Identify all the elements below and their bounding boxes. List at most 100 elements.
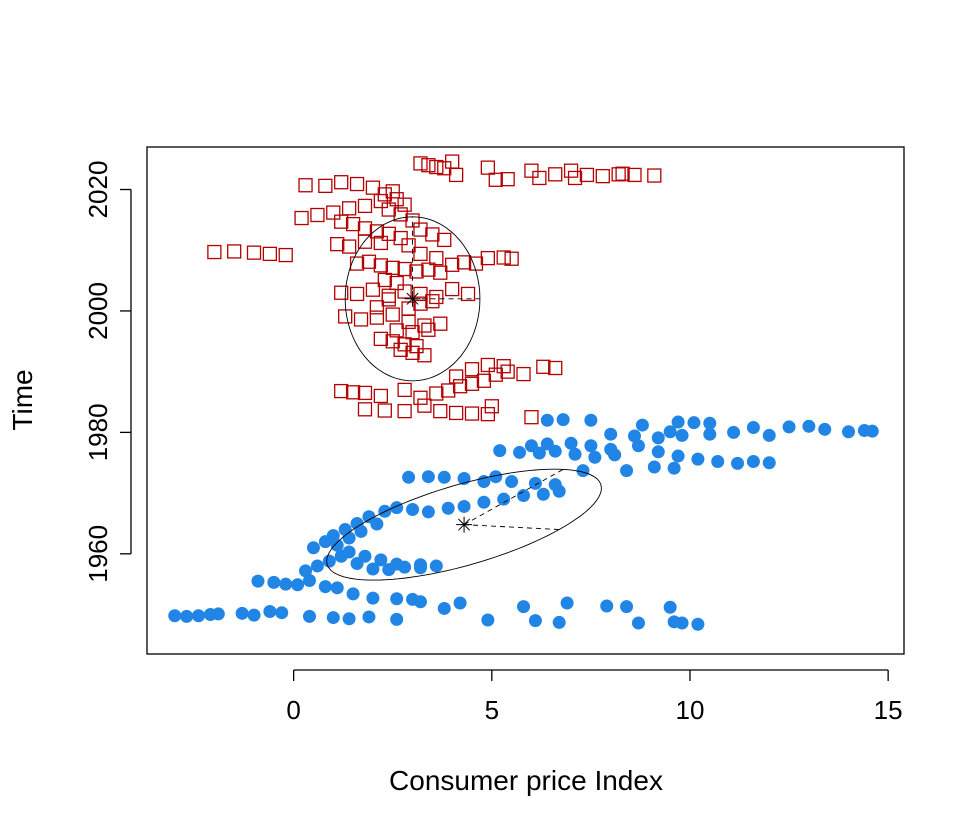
- data-point: [842, 425, 856, 439]
- data-point: [579, 167, 595, 183]
- data-point: [595, 168, 610, 184]
- x-axis: 0 5 10 15: [286, 669, 903, 725]
- data-point: [429, 159, 444, 175]
- data-point: [671, 415, 685, 429]
- data-point: [326, 529, 340, 543]
- data-point: [413, 222, 428, 237]
- data-point: [425, 294, 440, 309]
- x-tick-label: 15: [874, 695, 903, 725]
- data-point: [524, 410, 539, 425]
- data-point: [576, 464, 590, 478]
- data-point: [584, 413, 598, 427]
- data-point: [453, 596, 467, 610]
- data-point: [762, 428, 776, 442]
- data-point: [493, 444, 507, 458]
- data-point: [318, 580, 332, 594]
- data-point: [275, 606, 289, 620]
- data-point: [370, 517, 384, 531]
- data-point: [413, 296, 428, 311]
- data-point: [429, 386, 444, 401]
- data-point: [397, 382, 412, 398]
- data-point: [635, 418, 649, 432]
- data-point: [381, 202, 396, 217]
- data-point: [413, 156, 428, 171]
- data-point: [762, 456, 776, 470]
- ellipse-semi-axis: [463, 469, 564, 526]
- data-point: [357, 198, 373, 214]
- data-point: [441, 383, 456, 398]
- data-point: [477, 495, 491, 509]
- data-point: [481, 613, 495, 627]
- data-point: [373, 388, 388, 404]
- data-point: [278, 247, 293, 263]
- data-point: [703, 416, 717, 430]
- data-point: [647, 168, 662, 183]
- data-point: [385, 307, 400, 322]
- data-point: [310, 559, 324, 573]
- data-point: [306, 541, 320, 555]
- plot-frame: [146, 146, 905, 655]
- data-point: [390, 592, 404, 606]
- data-point: [342, 531, 356, 545]
- data-point: [373, 235, 388, 251]
- data-point: [365, 180, 381, 195]
- data-point: [405, 345, 420, 360]
- data-point: [540, 437, 554, 451]
- data-point: [746, 455, 760, 469]
- y-tick-label: 1980: [83, 403, 113, 461]
- data-point: [584, 439, 598, 453]
- data-point: [357, 234, 373, 249]
- data-point: [620, 464, 634, 478]
- data-point: [291, 578, 305, 592]
- ellipse-semi-axis: [464, 524, 560, 530]
- data-point: [341, 239, 357, 254]
- data-point: [703, 427, 717, 441]
- data-point: [405, 213, 420, 228]
- data-point: [381, 288, 396, 303]
- x-tick-label: 10: [676, 695, 705, 725]
- data-point: [358, 549, 372, 563]
- data-point: [357, 385, 373, 401]
- data-point: [227, 244, 242, 259]
- data-point: [298, 178, 313, 193]
- data-point: [687, 416, 701, 430]
- data-point: [691, 617, 705, 631]
- data-point: [528, 476, 542, 490]
- data-point: [251, 574, 265, 588]
- data-point: [330, 236, 345, 252]
- data-point: [310, 207, 325, 223]
- data-point: [437, 601, 451, 615]
- data-point: [488, 367, 503, 382]
- data-point: [413, 595, 427, 609]
- y-axis: 1960 1980 2000 2020: [83, 161, 132, 583]
- data-point: [390, 557, 404, 571]
- data-point: [397, 337, 412, 352]
- data-point: [456, 255, 472, 270]
- data-point: [663, 600, 677, 614]
- data-point: [517, 600, 531, 614]
- data-point: [480, 407, 495, 422]
- data-point: [433, 265, 448, 280]
- data-point: [500, 364, 515, 379]
- data-point: [532, 170, 547, 186]
- data-point: [346, 587, 360, 601]
- data-point: [536, 359, 551, 374]
- data-point: [417, 318, 432, 333]
- data-point: [611, 167, 626, 182]
- data-point: [600, 599, 614, 613]
- data-point: [477, 475, 491, 489]
- data-point: [448, 167, 464, 183]
- data-point: [496, 359, 511, 374]
- data-point: [389, 323, 404, 338]
- data-point: [334, 383, 349, 399]
- data-point: [421, 470, 435, 484]
- x-axis-title: Consumer price Index: [389, 765, 663, 796]
- data-point: [330, 581, 344, 595]
- data-point: [421, 322, 436, 337]
- data-point: [397, 403, 412, 419]
- data-point: [262, 246, 278, 262]
- data-point: [865, 424, 879, 438]
- data-point: [381, 292, 396, 307]
- data-point: [207, 244, 222, 260]
- data-point: [429, 289, 444, 305]
